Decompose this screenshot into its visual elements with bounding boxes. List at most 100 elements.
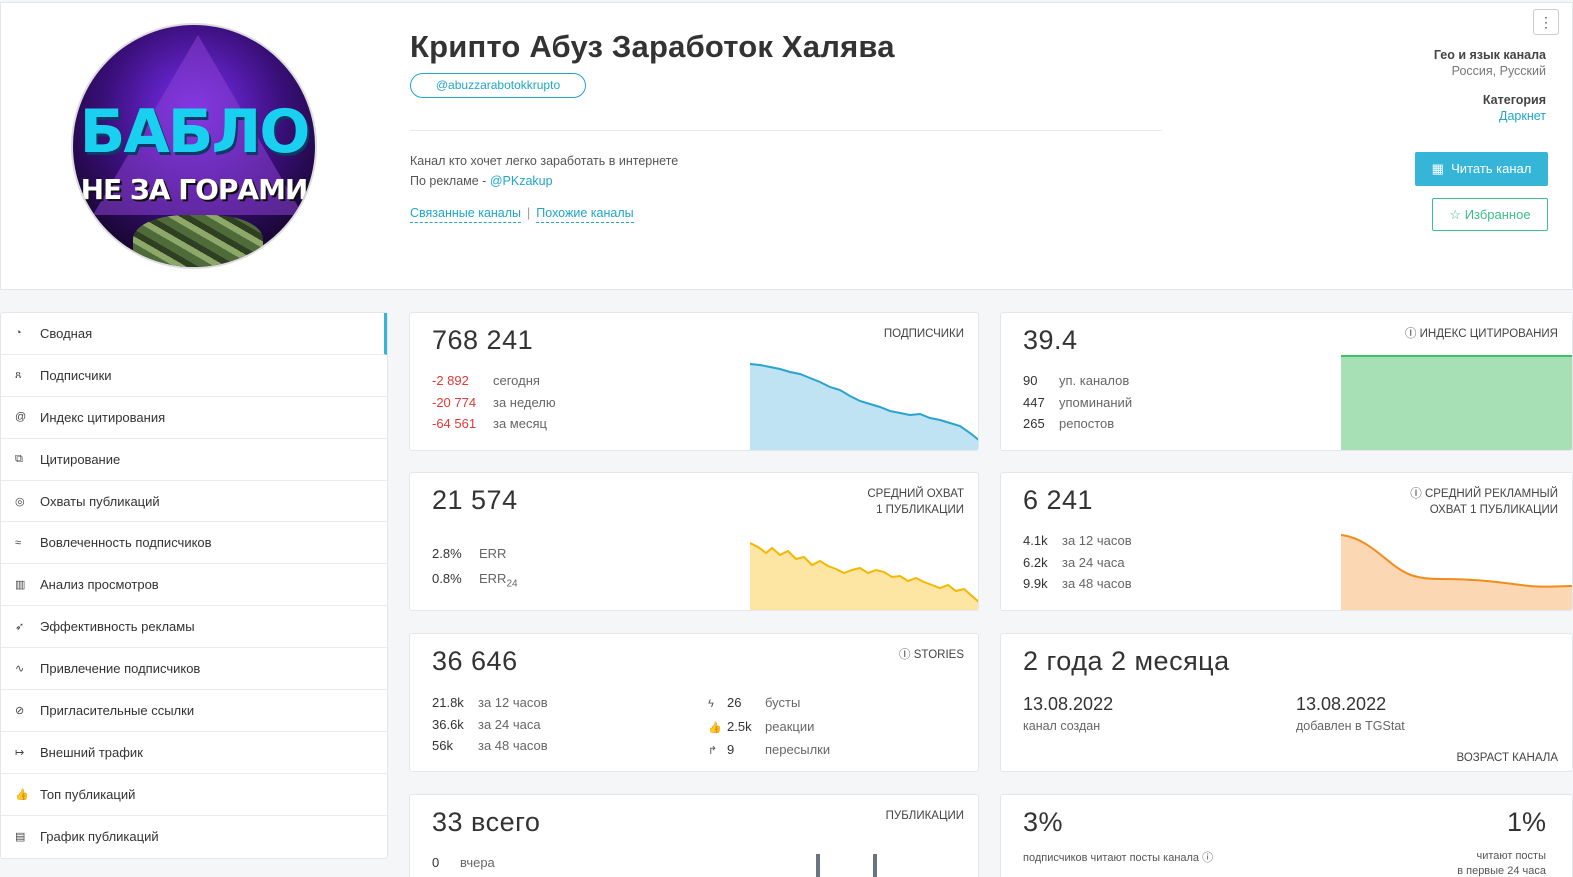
avg-reach-card[interactable]: 21 574 СРЕДНИЙ ОХВАТ 1 ПУБЛИКАЦИИ 2.8% ER… (409, 472, 979, 611)
posts-card[interactable]: 33 всего ПУБЛИКАЦИИ 0 вчера (409, 794, 979, 877)
ad-reach-label: ⓘ СРЕДНИЙ РЕКЛАМНЫЙ ОХВАТ 1 ПУБЛИКАЦИИ (1410, 486, 1558, 518)
favorite-button[interactable]: ☆ Избранное (1432, 198, 1548, 231)
sidebar-item-label: Пригласительные ссылки (40, 702, 195, 718)
trend-icon: ∿ (15, 663, 25, 676)
channel-age-label: ВОЗРАСТ КАНАЛА (1456, 752, 1558, 764)
sidebar-item[interactable]: ◎ Охваты публикаций (1, 481, 387, 523)
ad-reach-48h: 9.9k (1023, 576, 1048, 591)
stat-label: репостов (1059, 416, 1115, 431)
rocket-icon: ➶ (15, 621, 25, 634)
stat-label: за 48 часов (1062, 576, 1132, 591)
book-icon: ▦ (1431, 161, 1452, 176)
forwards-count: 9 (727, 742, 735, 757)
related-links: Связанные каналы | Похожие каналы (410, 206, 634, 223)
ad-contact-link[interactable]: @PKzakup (489, 174, 553, 188)
posts-yesterday: 0 (432, 855, 440, 870)
stories-24h: 36.6k (432, 716, 464, 732)
reposts: 265 (1023, 416, 1045, 431)
similar-channels-link[interactable]: Похожие каналы (536, 206, 634, 223)
read-channel-button[interactable]: ▦ Читать канал (1415, 152, 1548, 186)
sidebar-item-label: Сводная (40, 325, 93, 341)
sidebar-item[interactable]: ∿ Привлечение подписчиков (1, 648, 387, 691)
citation-stats: 90 уп. каналов 447 упоминаний 265 репостов (1023, 370, 1132, 435)
change-label: сегодня (493, 373, 540, 388)
users-icon: ጸ (15, 368, 22, 381)
related-channels-link[interactable]: Связанные каналы (410, 206, 522, 223)
err24-subscript: 24 (506, 578, 518, 590)
favorite-label: Избранное (1464, 207, 1531, 222)
ad-reach-card[interactable]: 6 241 ⓘ СРЕДНИЙ РЕКЛАМНЫЙ ОХВАТ 1 ПУБЛИК… (1000, 472, 1573, 611)
sidebar-item-label: Эффективность рекламы (40, 619, 195, 635)
subscribers-changes: -2 892 сегодня -20 774 за неделю -64 561 за… (432, 370, 556, 435)
category-info: Категория Даркнет (1483, 93, 1546, 123)
err24-label: ERR (479, 570, 507, 586)
description-line: Канал кто хочет легко заработать в интер… (410, 154, 679, 168)
label-line: читают посты (1476, 850, 1546, 862)
stat-label: за 24 часа (1062, 554, 1125, 570)
change-week: -20 774 (432, 394, 477, 410)
stories-value: 36 646 (432, 646, 518, 676)
stories-card[interactable]: 36 646 ⓘ STORIES 21.8k за 12 часов 36.6k з… (409, 633, 979, 772)
readers-24h-percent: 1% (1506, 807, 1546, 837)
channel-age-value: 2 года 2 месяца (1023, 646, 1230, 676)
posts-label: ПУБЛИКАЦИИ (885, 810, 964, 822)
sidebar-item[interactable]: ≈ Вовлеченность подписчиков (1, 522, 387, 565)
sidebar-item[interactable]: 👍 Топ публикаций (1, 774, 387, 816)
stat-label: реакции (765, 718, 815, 734)
posts-total: 33 всего (432, 807, 541, 837)
ad-reach-sparkline (1341, 534, 1572, 610)
description-prefix: По рекламе - (410, 174, 490, 188)
sidebar-item-label: Охваты публикаций (40, 493, 160, 509)
subscribers-card[interactable]: 768 241 ПОДПИСЧИКИ -2 892 сегодня -20 774… (409, 312, 979, 451)
geo-info: Гео и язык канала Россия, Русский (1434, 48, 1546, 78)
stories-48h: 56k (432, 738, 453, 753)
sidebar-item-label: Внешний трафик (40, 744, 143, 760)
sidebar-item[interactable]: @ Индекс цитирования (1, 397, 387, 439)
channel-handle-link[interactable]: @abuzzarabotokkrupto (410, 73, 586, 98)
ad-reach-12h: 4.1k (1023, 533, 1048, 548)
posts-bar (873, 854, 877, 877)
ad-reach-24h: 6.2k (1023, 554, 1048, 570)
posts-stats: 0 вчера (432, 852, 495, 874)
sidebar-item-label: Вовлеченность подписчиков (40, 535, 212, 551)
posts-bar (816, 854, 820, 877)
created-label: канал создан (1023, 719, 1101, 733)
avg-reach-value: 21 574 (432, 485, 518, 515)
thumbs-up-icon: 👍 (15, 788, 29, 801)
copy-icon: ⧉ (15, 452, 23, 465)
link-icon: ⊘ (15, 704, 25, 717)
stories-label: ⓘ STORIES (899, 649, 964, 661)
more-menu-button[interactable]: ⋮ (1533, 9, 1559, 35)
err-value: 2.8% (432, 546, 462, 561)
readers-card: 3% подписчиков читают посты канала ⓘ 1% … (1000, 794, 1573, 877)
change-today: -2 892 (432, 373, 469, 388)
mentions: 447 (1023, 394, 1045, 410)
geo-label: Гео и язык канала (1433, 48, 1546, 62)
sidebar-item[interactable]: ↦ Внешний трафик (1, 732, 387, 774)
err-label: ERR (479, 546, 507, 561)
citation-index-card[interactable]: 39.4 ⓘ ИНДЕКС ЦИТИРОВАНИЯ 90 уп. каналов … (1000, 312, 1573, 451)
stat-label: пересылки (765, 742, 831, 757)
sidebar-item[interactable]: ➶ Эффективность рекламы (1, 606, 387, 649)
stats-sidebar: ◔ Сводная ጸ Подписчики @ Индекс цитирования ⧉ Ц… (0, 312, 388, 859)
sidebar-item-label: Индекс цитирования (40, 409, 166, 425)
star-icon: ☆ (1449, 207, 1465, 222)
separator: | (527, 206, 531, 220)
sidebar-item[interactable]: ጸ Подписчики (1, 355, 387, 397)
err24-value: 0.8% (432, 570, 462, 586)
subscribers-label: ПОДПИСЧИКИ (883, 328, 964, 340)
sidebar-item[interactable]: ⧉ Цитирование (1, 439, 387, 481)
sidebar-item[interactable]: ▤ График публикаций (1, 816, 387, 858)
category-link[interactable]: Даркнет (1498, 109, 1546, 123)
stat-label: бусты (765, 695, 801, 710)
read-channel-label: Читать канал (1451, 161, 1532, 176)
channel-description: Канал кто хочет легко заработать в интер… (410, 151, 678, 191)
boosts-count: 26 (727, 695, 742, 710)
geo-value: Россия, Русский (1451, 64, 1546, 78)
sidebar-item-label: Привлечение подписчиков (40, 661, 201, 677)
created-info: 13.08.2022 канал создан (1023, 694, 1113, 733)
sidebar-item[interactable]: ▥ Анализ просмотров (1, 564, 387, 607)
sidebar-item[interactable]: ◔ Сводная (1, 313, 387, 355)
created-date: 13.08.2022 (1023, 694, 1114, 714)
sidebar-item[interactable]: ⊘ Пригласительные ссылки (1, 690, 387, 732)
